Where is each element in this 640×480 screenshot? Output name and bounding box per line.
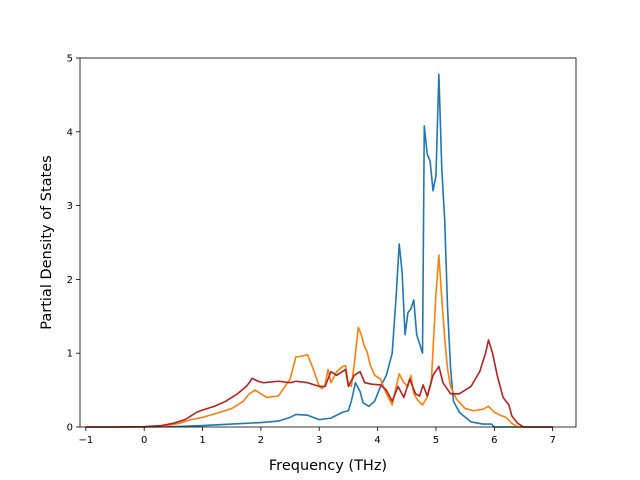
y-tick-label: 0 <box>67 423 73 434</box>
y-tick-label: 3 <box>67 201 73 212</box>
series-line-1 <box>85 73 553 428</box>
y-tick-label: 4 <box>67 127 73 138</box>
y-axis-ticks: 0 1 2 3 4 5 <box>67 54 80 434</box>
x-tick-label: −1 <box>78 435 93 446</box>
x-tick-label: 1 <box>199 435 205 446</box>
series-line-2 <box>85 254 553 428</box>
y-tick-label: 2 <box>67 275 73 286</box>
x-tick-label: 4 <box>374 435 380 446</box>
y-tick-label: 1 <box>67 349 73 360</box>
plot-area-frame <box>79 57 577 428</box>
x-tick-label: 7 <box>549 435 555 446</box>
y-axis-label: Partial Density of States <box>39 155 55 329</box>
series-line-3 <box>85 339 553 428</box>
x-tick-label: 0 <box>141 435 147 446</box>
x-tick-label: 5 <box>433 435 439 446</box>
x-axis-ticks: −1 0 1 2 3 4 5 6 7 <box>78 427 556 446</box>
x-axis-label: Frequency (THz) <box>269 458 387 474</box>
x-tick-label: 3 <box>316 435 322 446</box>
x-tick-label: 6 <box>491 435 497 446</box>
x-tick-label: 2 <box>258 435 264 446</box>
series-layer <box>85 73 553 428</box>
y-tick-label: 5 <box>67 54 73 65</box>
